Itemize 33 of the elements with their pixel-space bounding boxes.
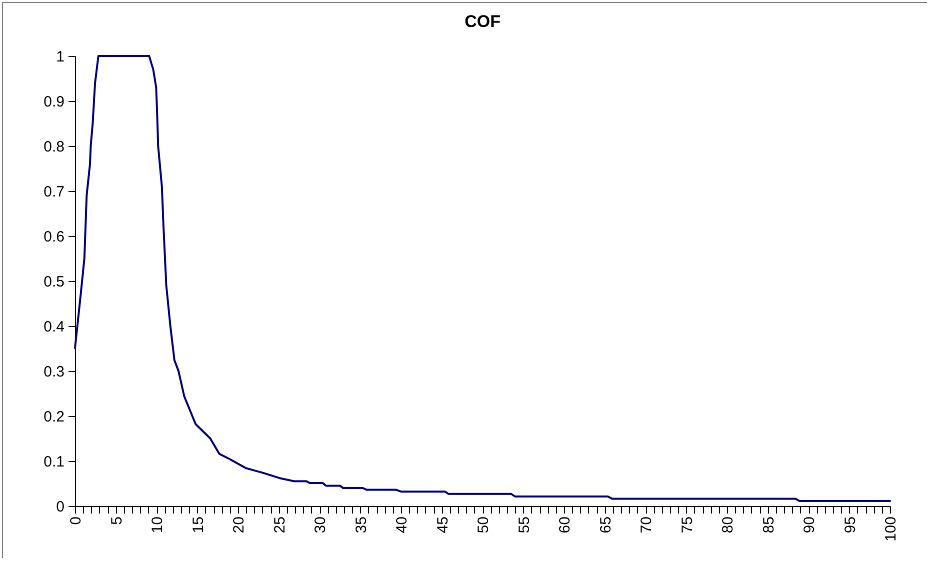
x-tick-label: 30 [312,516,329,534]
x-tick-label: 90 [801,516,818,534]
y-tick-label: 0.6 [44,228,64,246]
y-tick-label: 0.1 [44,454,64,470]
x-tick-label: 60 [556,516,574,534]
x-tick-label: 100 [882,516,900,542]
y-tick-label: 1 [56,48,64,66]
y-tick-label: 0.4 [44,318,64,336]
chart-title: COF [464,12,500,31]
x-tick-label: 35 [352,516,370,534]
y-tick-label: 0.7 [44,184,64,200]
y-tick-label: 0.5 [44,274,64,290]
x-tick-label: 80 [720,516,736,534]
y-tick-label: 0.3 [44,364,64,380]
x-tick-label: 55 [516,516,533,534]
line-series [74,55,891,502]
x-tick-label: 15 [190,516,207,534]
x-tick-label: 5 [108,516,126,525]
x-tick-label: 45 [434,516,452,534]
x-tick-label: 70 [638,516,655,534]
x-tick-label: 95 [842,516,859,534]
y-tick-label: 0.9 [44,94,64,110]
x-tick-label: 0 [68,516,84,525]
x-tick-label: 20 [230,516,248,534]
y-tick-label: 0.8 [44,138,64,156]
x-tick-label: 25 [271,516,288,534]
x-tick-label: 65 [597,516,614,534]
y-tick-label: 0.2 [44,408,64,426]
x-tick-label: 40 [394,516,410,534]
x-tick-label: 50 [475,516,492,534]
x-tick-label: 85 [760,516,778,534]
x-tick-label: 75 [678,516,696,534]
x-tick-label: 10 [149,516,166,534]
